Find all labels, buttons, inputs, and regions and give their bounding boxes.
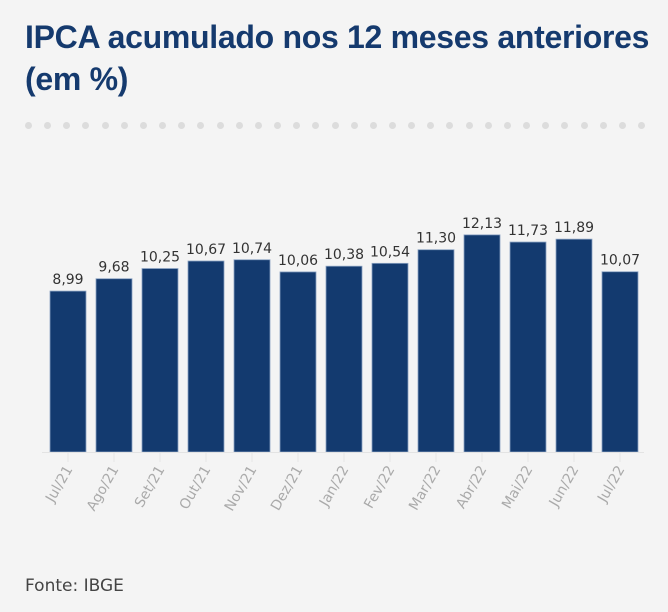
x-tick-label: Ago/21: [84, 463, 123, 514]
divider-dot: [408, 122, 416, 129]
divider-dot: [120, 122, 128, 129]
bar-set-21: [141, 268, 179, 453]
value-label: 9,68: [98, 260, 129, 276]
x-ticks-group: [67, 453, 621, 462]
divider-dot: [523, 122, 531, 129]
divider-dot: [235, 122, 243, 129]
bar-ago-21: [95, 278, 133, 453]
value-label: 11,89: [554, 220, 594, 236]
value-label: 11,73: [508, 223, 548, 239]
bar-out-21: [187, 260, 225, 453]
divider-dot: [254, 122, 262, 129]
divider-dot: [101, 122, 109, 129]
value-label: 12,13: [462, 216, 502, 232]
divider-dot: [25, 122, 32, 129]
x-tick-label: Nov/21: [222, 463, 261, 514]
bar-chart: 8,99 9,68 10,25 10,67 10,74 10,06 10,38 10,54 11…: [42, 216, 644, 514]
x-tick-label: Jan/22: [316, 463, 352, 510]
divider-dot: [484, 122, 492, 129]
divider-dot: [139, 122, 147, 129]
dotted-divider: [25, 122, 645, 130]
bar-dez-21: [279, 271, 317, 453]
divider-dot: [159, 122, 167, 129]
divider-dot: [388, 122, 396, 129]
divider-dot: [44, 122, 52, 129]
value-label: 11,30: [416, 231, 456, 247]
divider-dot: [82, 122, 90, 129]
divider-dot: [63, 122, 71, 129]
bar-jul-22: [601, 271, 639, 453]
bar-jul-21: [49, 290, 87, 453]
value-labels-group: 8,99 9,68 10,25 10,67 10,74 10,06 10,38 10,54 11…: [52, 216, 640, 288]
divider-dot: [503, 122, 511, 129]
divider-dot: [542, 122, 550, 129]
value-label: 10,07: [600, 253, 640, 269]
value-label: 10,54: [370, 244, 410, 260]
divider-dot: [178, 122, 186, 129]
divider-dot: [638, 122, 645, 129]
value-label: 10,38: [324, 247, 364, 263]
bars-group: [49, 234, 639, 453]
source-note: Fonte: IBGE: [25, 576, 124, 596]
bar-mai-22: [509, 241, 547, 453]
divider-dot: [427, 122, 435, 129]
x-tick-label: Jun/22: [546, 463, 583, 510]
divider-dot: [446, 122, 454, 129]
x-tick-label: Set/21: [132, 463, 169, 510]
value-label: 10,06: [278, 253, 318, 269]
x-tick-label: Jul/21: [42, 463, 76, 506]
bar-mar-22: [417, 249, 455, 453]
x-tick-label: Mar/22: [406, 463, 444, 513]
divider-dot: [369, 122, 377, 129]
value-label: 10,25: [140, 250, 180, 266]
divider-dot: [216, 122, 224, 129]
x-tick-label: Out/21: [177, 463, 215, 513]
divider-dot: [580, 122, 588, 129]
divider-dot: [197, 122, 205, 129]
bar-jan-22: [325, 265, 363, 453]
bar-jun-22: [555, 238, 593, 453]
divider-dot: [465, 122, 473, 129]
x-tick-labels-group: Jul/21 Ago/21 Set/21 Out/21 Nov/21 Dez/21 Jan/…: [42, 463, 628, 514]
divider-dot: [561, 122, 569, 129]
value-label: 10,67: [186, 242, 226, 258]
x-tick-label: Abr/22: [453, 463, 490, 512]
divider-dot: [293, 122, 301, 129]
divider-dot: [312, 122, 320, 129]
bar-fev-22: [371, 262, 409, 453]
divider-dot: [331, 122, 339, 129]
divider-dot: [618, 122, 626, 129]
x-tick-label: Fev/22: [361, 463, 398, 511]
bar-nov-21: [233, 259, 271, 453]
value-label: 10,74: [232, 241, 272, 257]
value-label: 8,99: [52, 272, 83, 288]
chart-title: IPCA acumulado nos 12 meses anteriores (…: [25, 19, 650, 97]
x-tick-label: Dez/21: [268, 463, 306, 514]
x-tick-label: Jul/22: [594, 463, 628, 506]
divider-dot: [274, 122, 282, 129]
divider-dot: [350, 122, 358, 129]
divider-dot: [599, 122, 607, 129]
x-tick-label: Mai/22: [499, 463, 536, 512]
bar-abr-22: [463, 234, 501, 453]
